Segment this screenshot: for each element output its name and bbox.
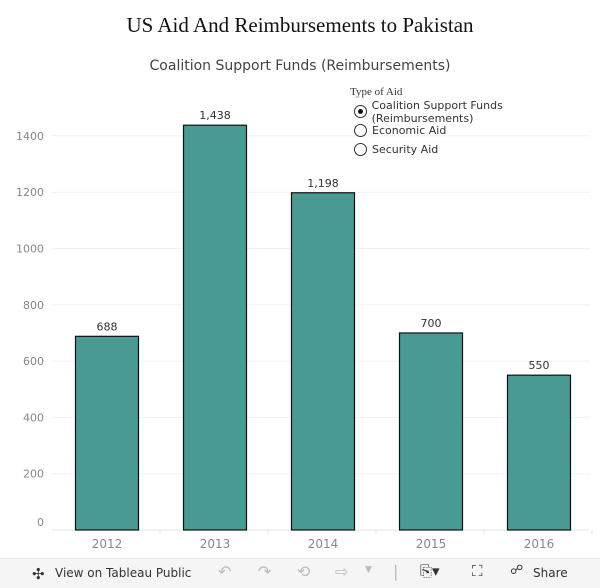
y-tick-label: 600 [23,355,44,368]
radio-option-csf[interactable]: Coalition Support Funds (Reimbursements) [350,99,600,125]
radio-icon[interactable] [354,143,367,156]
bar-chart: 0 200 400 600 800 1000 1200 1400 688 2012 1,438 201… [16,109,593,551]
redo-icon[interactable]: ↷ [258,562,272,581]
radio-icon[interactable] [354,124,367,137]
type-of-aid-filter: Type of Aid Coalition Support Funds (Rei… [350,86,600,159]
refresh-icon[interactable]: ⇨ [335,562,349,581]
y-tick-label: 200 [23,468,44,481]
undo-icon[interactable]: ↶ [218,562,232,581]
data-label: 1,438 [199,109,231,122]
data-label: 700 [421,317,442,330]
radio-icon[interactable] [354,105,367,118]
y-tick-label: 1400 [16,130,44,143]
x-tick-label: 2015 [416,537,447,551]
bar[interactable] [290,192,356,531]
tableau-logo-icon: ✣ [32,565,45,583]
share-button[interactable]: Share [533,566,568,580]
y-tick-label: 1000 [16,243,44,256]
y-tick-label: 0 [37,516,44,529]
dashboard-title: US Aid And Reimbursements to Pakistan [126,13,474,37]
chart-title: Coalition Support Funds (Reimbursements) [149,58,451,74]
download-icon[interactable]: ⎘▾ [420,562,440,580]
share-icon[interactable]: ☍ [510,563,524,578]
radio-option-security[interactable]: Security Aid [350,140,600,159]
divider: | [393,562,399,581]
bar[interactable] [506,374,572,531]
view-on-tableau-link[interactable]: View on Tableau Public [55,566,192,580]
radio-option-economic[interactable]: Economic Aid [350,121,600,140]
option-label: Economic Aid [372,124,447,137]
x-tick-label: 2012 [92,537,123,551]
chevron-down-icon[interactable]: ▼ [365,565,372,575]
legend-title: Type of Aid [350,86,403,98]
data-label: 688 [97,320,118,333]
y-tick-label: 1200 [16,186,44,199]
x-tick-label: 2014 [308,537,339,551]
revert-icon[interactable]: ⟲ [297,562,311,581]
fullscreen-icon[interactable]: ⛶ [472,562,483,580]
x-tick-label: 2016 [524,537,555,551]
data-label: 1,198 [307,177,339,190]
y-tick-label: 400 [23,411,44,424]
y-tick-label: 800 [23,299,44,312]
data-label: 550 [529,359,550,372]
tableau-toolbar: ✣ View on Tableau Public ↶ ↷ ⟲ ⇨ ▼ | ⎘▾ … [0,558,600,588]
option-label: Security Aid [372,143,439,156]
bar[interactable] [182,124,248,531]
option-label: Coalition Support Funds (Reimbursements) [371,98,503,125]
bar[interactable] [74,335,140,531]
bar[interactable] [398,332,464,531]
x-tick-label: 2013 [200,537,231,551]
